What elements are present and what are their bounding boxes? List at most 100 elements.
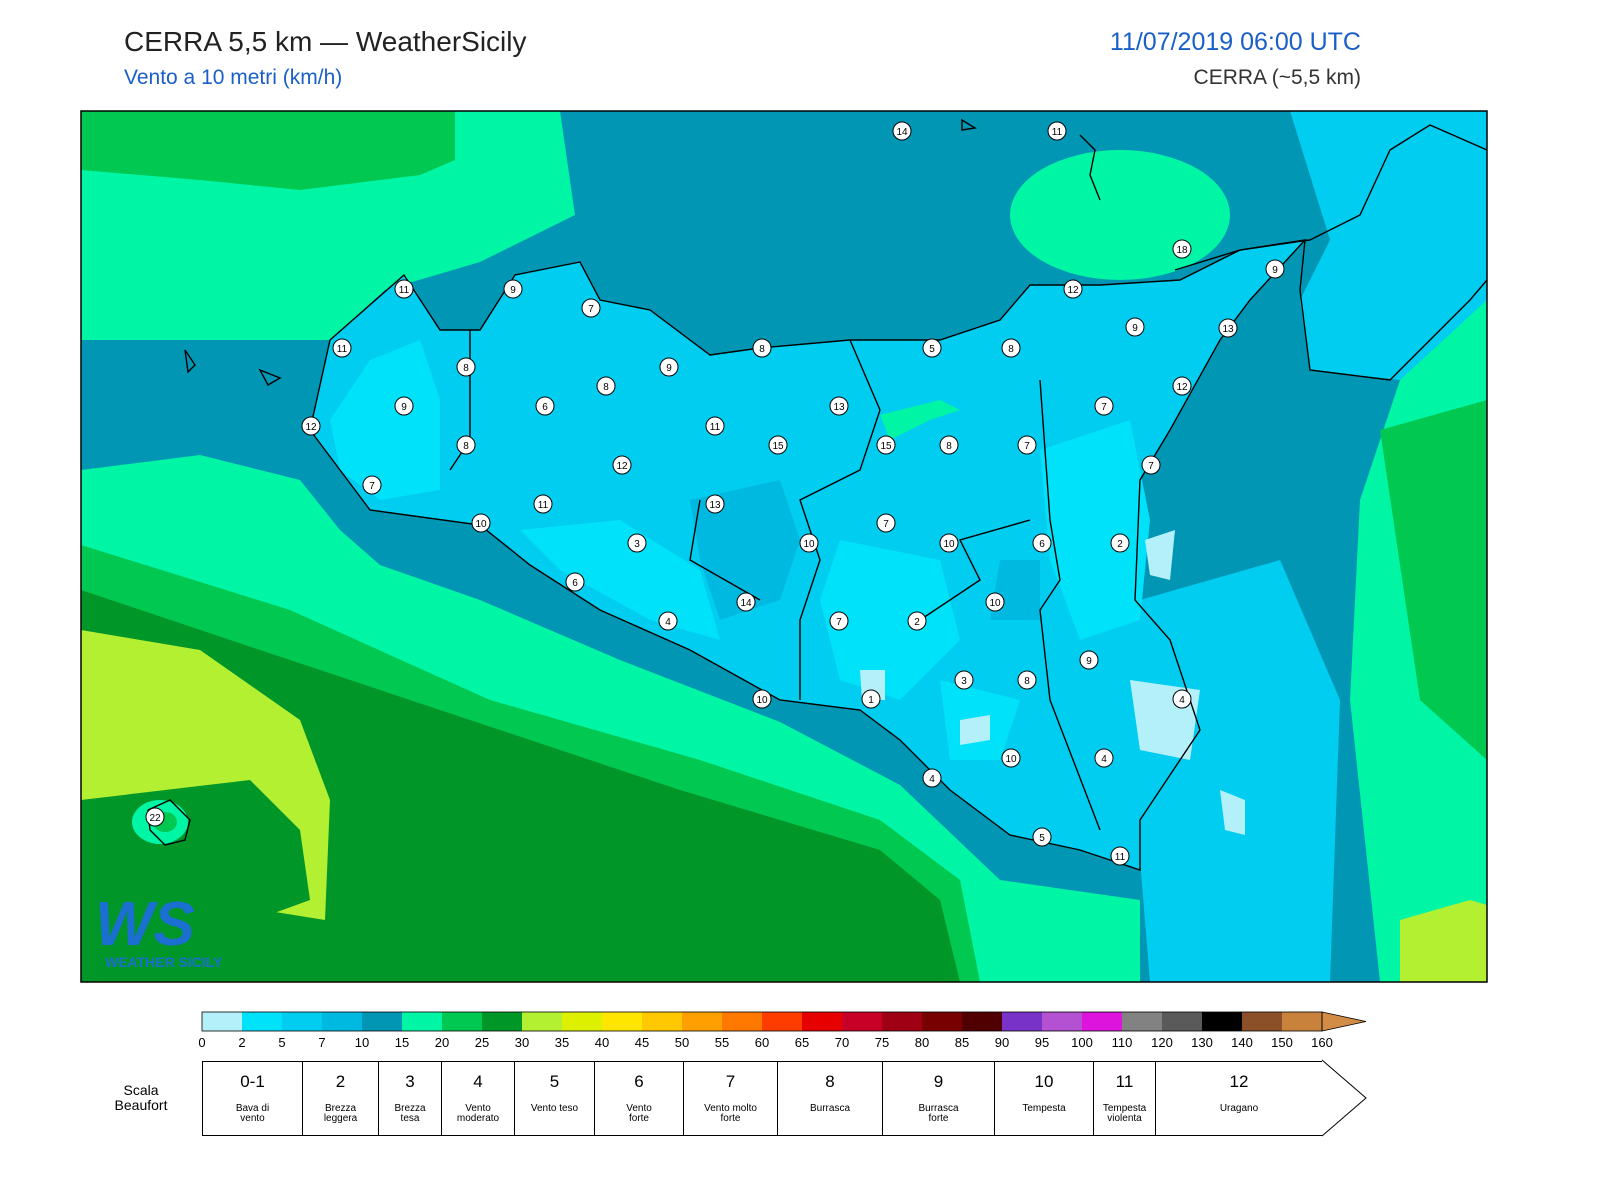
beaufort-level: 11 Tempesta violenta — [1093, 1061, 1156, 1136]
colorbar-segment — [562, 1012, 602, 1031]
station-value: 8 — [946, 441, 952, 452]
station-value: 11 — [337, 344, 348, 355]
station-marker — [907, 611, 927, 631]
station-value: 10 — [475, 519, 487, 530]
colorbar-tick-label: 40 — [595, 1035, 609, 1050]
colorbar-segment — [1162, 1012, 1202, 1031]
station-value: 8 — [463, 363, 469, 374]
colorbar-tick-label: 140 — [1231, 1035, 1253, 1050]
datetime: 11/07/2019 06:00 UTC — [1109, 28, 1361, 56]
station-value: 12 — [1067, 285, 1079, 296]
colorbar-tick-label: 85 — [955, 1035, 969, 1050]
station-value: 9 — [1272, 265, 1278, 276]
station-marker — [1265, 259, 1285, 279]
colorbar-tick-label: 15 — [395, 1035, 409, 1050]
beaufort-label: Scala Beaufort — [114, 1082, 168, 1113]
station-value: 4 — [1101, 754, 1107, 765]
colorbar-segment — [1282, 1012, 1322, 1031]
station-marker — [939, 533, 959, 553]
beaufort-level: 5 Vento teso — [514, 1061, 595, 1136]
station-marker — [1110, 533, 1130, 553]
colorbar-segment — [842, 1012, 882, 1031]
map-frame — [80, 110, 1488, 983]
colorbar-segment — [602, 1012, 642, 1031]
beaufort-force: 0-1 — [240, 1072, 265, 1091]
beaufort-level: 12 Uragano — [1155, 1061, 1323, 1136]
station-value: 7 — [1024, 441, 1030, 452]
colorbar-segment — [762, 1012, 802, 1031]
colorbar-segment — [482, 1012, 522, 1031]
station-marker — [1001, 748, 1021, 768]
colorbar-tick-label: 50 — [675, 1035, 689, 1050]
beaufort-arrow — [1321, 1059, 1367, 1137]
station-value: 1 — [868, 695, 874, 706]
beaufort-level: 4 Vento moderato — [441, 1061, 515, 1136]
colorbar-tick-label: 20 — [435, 1035, 449, 1050]
colorbar-tick-label: 130 — [1191, 1035, 1213, 1050]
model: CERRA (~5,5 km) — [1193, 66, 1361, 89]
beaufort-force: 9 — [933, 1072, 944, 1091]
colorbar-segment — [522, 1012, 562, 1031]
station-marker — [876, 435, 896, 455]
station-value: 22 — [149, 813, 161, 824]
colorbar-segment — [1242, 1012, 1282, 1031]
colorbar-tick-label: 25 — [475, 1035, 489, 1050]
station-value: 5 — [929, 344, 935, 355]
station-value: 8 — [1024, 676, 1030, 687]
beaufort-name: Burrasca forte — [918, 1103, 959, 1124]
colorbar-segment — [202, 1012, 242, 1031]
colorbar-tick-label: 55 — [715, 1035, 729, 1050]
station-marker — [1094, 396, 1114, 416]
colorbar-segment — [962, 1012, 1002, 1031]
colorbar-segment — [402, 1012, 442, 1031]
station-value: 6 — [572, 578, 578, 589]
logo-name: WEATHER SICILY — [105, 954, 223, 970]
station-marker — [1172, 239, 1192, 259]
colorbar-tick-label: 2 — [238, 1035, 245, 1050]
beaufort-level: 7 Vento molto forte — [683, 1061, 778, 1136]
station-marker — [1110, 846, 1130, 866]
station-value: 11 — [538, 500, 549, 511]
station-marker — [145, 807, 165, 827]
station-value: 11 — [1052, 127, 1063, 138]
station-marker — [752, 338, 772, 358]
station-marker — [596, 376, 616, 396]
station-marker — [922, 338, 942, 358]
colorbar-tick-label: 150 — [1271, 1035, 1293, 1050]
station-marker — [1079, 650, 1099, 670]
station-marker — [1001, 338, 1021, 358]
station-marker — [799, 533, 819, 553]
station-value: 9 — [1132, 323, 1138, 334]
colorbar-segment — [1042, 1012, 1082, 1031]
station-marker — [659, 357, 679, 377]
station-marker — [627, 533, 647, 553]
station-value: 7 — [369, 481, 375, 492]
colorbar-segment — [322, 1012, 362, 1031]
station-value: 14 — [740, 598, 752, 609]
beaufort-force: 4 — [473, 1072, 483, 1091]
station-value: 10 — [943, 539, 955, 550]
beaufort-level: 8 Burrasca — [777, 1061, 883, 1136]
station-marker — [752, 689, 772, 709]
station-value: 12 — [616, 461, 628, 472]
colorbar-frame — [201, 1011, 1323, 1032]
station-value: 3 — [634, 539, 640, 550]
colorbar-segment — [362, 1012, 402, 1031]
station-marker — [503, 279, 523, 299]
colorbar-segment — [922, 1012, 962, 1031]
station-value: 4 — [665, 617, 671, 628]
colorbar-tick-label: 35 — [555, 1035, 569, 1050]
station-value: 5 — [1039, 833, 1045, 844]
station-marker — [362, 475, 382, 495]
colorbar-tick-label: 5 — [278, 1035, 285, 1050]
station-value: 15 — [880, 441, 892, 452]
station-marker — [658, 611, 678, 631]
station-marker — [1218, 318, 1238, 338]
beaufort-level: 9 Burrasca forte — [882, 1061, 995, 1136]
station-marker — [533, 494, 553, 514]
station-value: 8 — [1008, 344, 1014, 355]
station-marker — [535, 396, 555, 416]
station-marker — [922, 768, 942, 788]
